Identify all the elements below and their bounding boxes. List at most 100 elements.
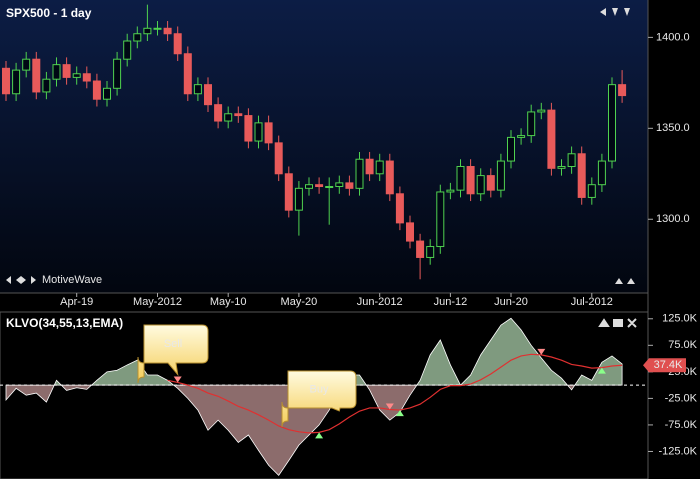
callout: Buy — [281, 370, 357, 428]
candle-body — [72, 73, 81, 78]
buy-marker — [395, 410, 404, 417]
candle-body — [143, 27, 152, 35]
x-tick-label: May-2012 — [133, 296, 182, 308]
candle-body — [82, 73, 91, 82]
candle-body — [22, 58, 31, 71]
y-tick-label: 1350.0 — [656, 122, 690, 134]
x-tick-label: May-10 — [210, 296, 247, 308]
candle-body — [557, 166, 566, 169]
candle-body — [325, 186, 334, 189]
time-axis — [0, 293, 700, 312]
x-tick-label: Jun-2012 — [357, 296, 403, 308]
x-tick-label: Jun-12 — [434, 296, 468, 308]
candle-body — [466, 166, 475, 195]
sell-marker — [385, 403, 394, 410]
candle-body — [355, 158, 364, 189]
candle-body — [547, 109, 556, 169]
candle-body — [224, 113, 233, 122]
candle-body — [173, 33, 182, 55]
candle-body — [507, 136, 515, 162]
icon[interactable] — [600, 8, 630, 16]
buy-marker — [315, 432, 324, 439]
callout-box — [137, 324, 209, 384]
candle-body — [274, 142, 283, 175]
candle-body — [234, 113, 243, 117]
indicator-title: KLVO(34,55,13,EMA) — [6, 316, 123, 330]
x-tick-label: Jun-20 — [494, 296, 528, 308]
callout-box — [281, 370, 357, 428]
candle-body — [385, 160, 394, 195]
candle-body — [183, 53, 192, 95]
candle-body — [52, 64, 61, 80]
candle-body — [264, 122, 273, 144]
candle-body — [335, 182, 344, 188]
candle-body — [284, 173, 293, 211]
candle-body — [193, 84, 202, 95]
candle-body — [476, 175, 485, 195]
candle-body — [537, 109, 546, 113]
y-tick-label: -25.0K — [665, 392, 698, 404]
icon[interactable] — [6, 276, 36, 284]
candle-body — [2, 67, 10, 95]
candle-body — [527, 111, 536, 137]
y-tick-label: 1400.0 — [656, 31, 690, 43]
candle-body — [294, 187, 303, 211]
candle-body — [416, 240, 425, 258]
candle-body — [456, 166, 465, 191]
candle-body — [426, 246, 435, 258]
candle-body — [62, 64, 71, 78]
candle-body — [406, 222, 414, 242]
watermark: MotiveWave — [42, 274, 102, 286]
candle-body — [517, 135, 526, 138]
candle-body — [244, 115, 253, 142]
callout-text: Sell — [164, 338, 182, 350]
y-tick-label: -125.0K — [658, 445, 697, 457]
x-tick-label: Jul-2012 — [571, 296, 613, 308]
value-flag — [643, 358, 686, 373]
sell-marker — [173, 376, 182, 383]
candle-body — [486, 175, 495, 191]
signal-line — [167, 353, 623, 434]
icon[interactable] — [598, 318, 637, 328]
x-tick-label: May-20 — [281, 296, 318, 308]
candle-body — [92, 80, 101, 100]
candle-body — [618, 84, 627, 97]
candle-body — [345, 182, 354, 189]
buy-marker — [597, 367, 606, 374]
candle-body — [214, 104, 223, 122]
candle-body — [567, 153, 576, 168]
y-tick-label: 1300.0 — [656, 213, 690, 225]
candle-body — [496, 160, 505, 191]
candle-body — [446, 189, 455, 193]
value-label: 37.4K — [654, 359, 683, 371]
price-panel — [0, 0, 648, 293]
candle-body — [395, 193, 404, 224]
candle-body — [577, 153, 586, 198]
candle-body — [42, 78, 51, 93]
candle-body — [587, 184, 596, 198]
candle-body — [133, 33, 142, 42]
candle-body — [123, 40, 132, 60]
candle-body — [32, 58, 41, 93]
candle-body — [153, 27, 162, 30]
candle-body — [113, 58, 122, 89]
candle-body — [365, 158, 374, 175]
candle-body — [436, 191, 445, 248]
callout-text: Buy — [310, 383, 329, 395]
callout: Sell — [137, 324, 209, 384]
nav-icons[interactable] — [6, 8, 637, 328]
candle-body — [375, 160, 384, 175]
candle-body — [163, 27, 172, 35]
icon[interactable] — [615, 278, 635, 284]
y-tick-label: 75.0K — [668, 339, 697, 351]
candle-body — [315, 184, 324, 188]
chart-title: SPX500 - 1 day — [6, 6, 92, 20]
candle-body — [305, 184, 313, 189]
sell-marker — [537, 348, 546, 355]
x-tick-label: Apr-19 — [60, 296, 93, 308]
candle-body — [103, 87, 111, 100]
candle-body — [254, 122, 263, 142]
candle-body — [608, 84, 616, 162]
candle-body — [597, 160, 606, 186]
